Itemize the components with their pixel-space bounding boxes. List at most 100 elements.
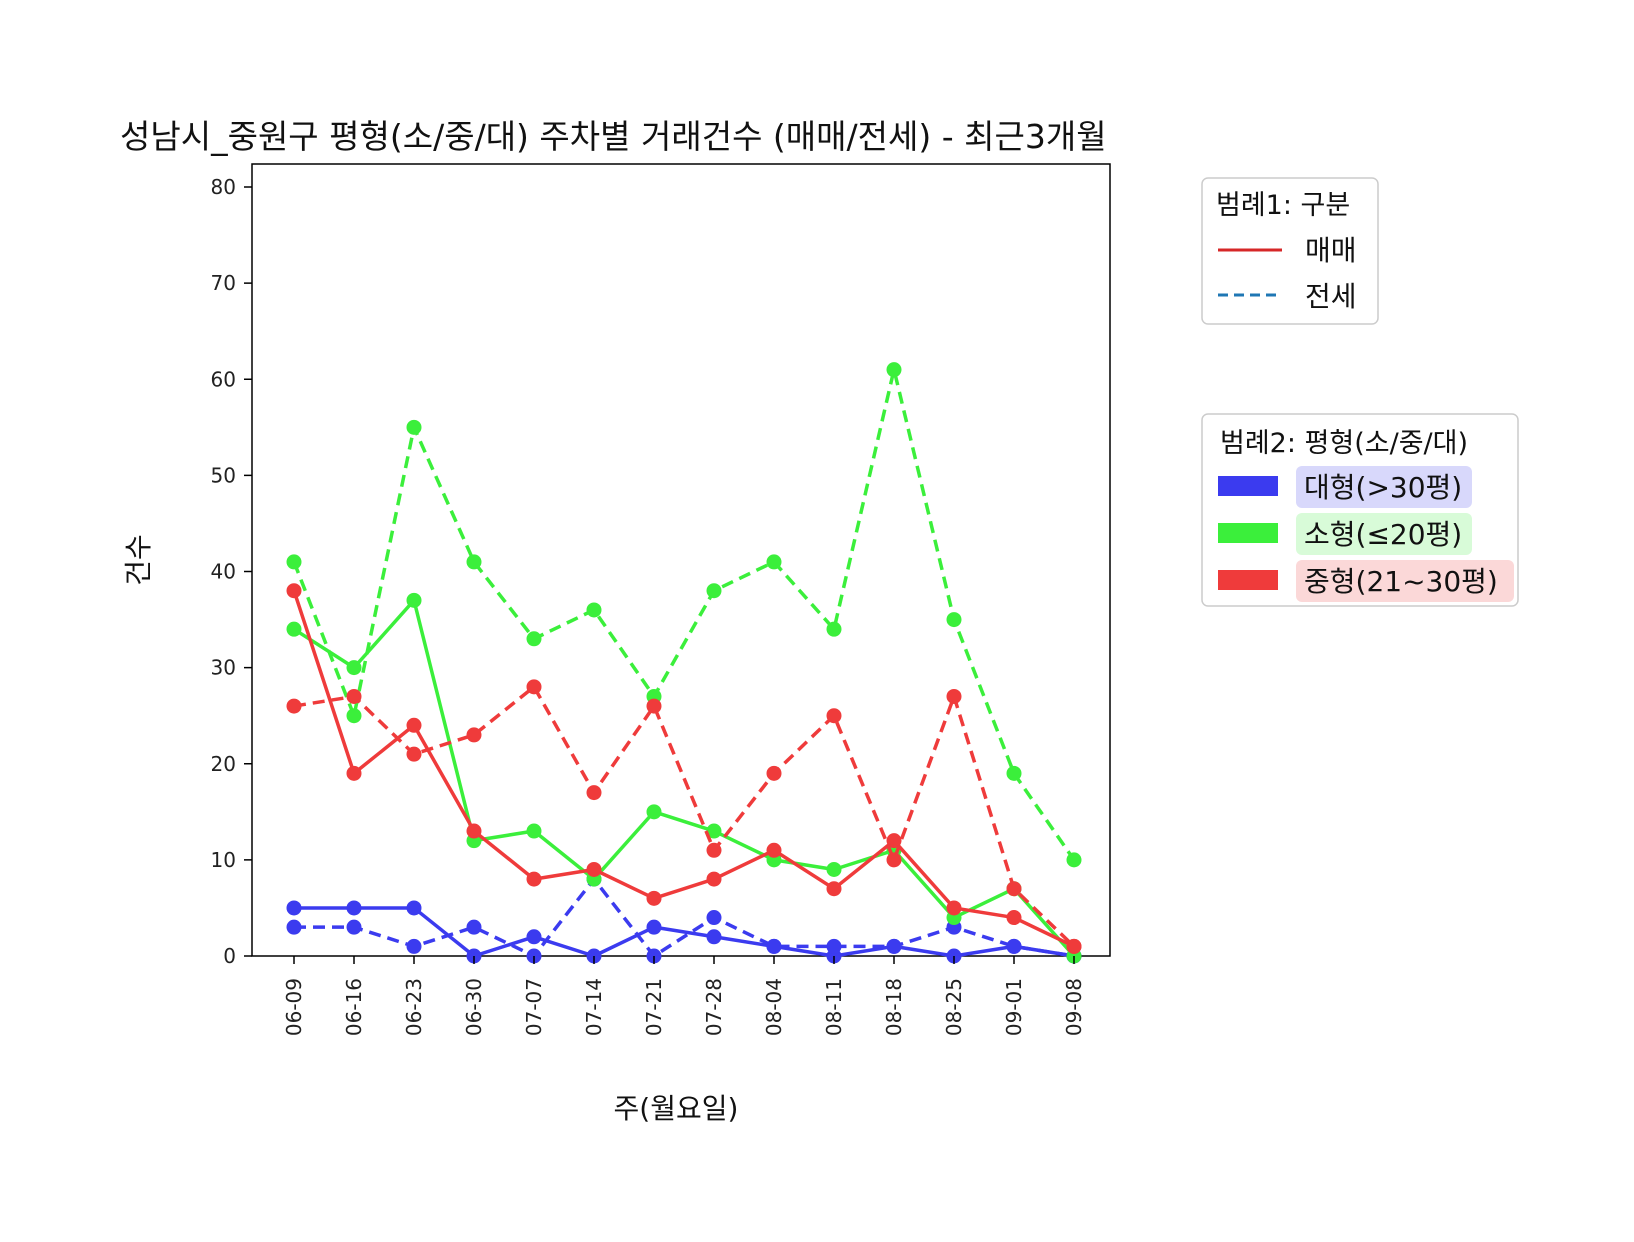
x-tick-label: 06-16 xyxy=(342,978,366,1036)
data-point xyxy=(286,554,302,570)
legend-kind-label-sale: 매매 xyxy=(1305,234,1357,267)
data-point xyxy=(346,900,362,916)
legend-size-swatch-large xyxy=(1218,476,1278,496)
data-point xyxy=(526,679,542,695)
data-point xyxy=(406,717,422,733)
series-line xyxy=(293,685,1076,948)
data-point xyxy=(826,881,842,897)
data-point xyxy=(826,708,842,724)
plot-area xyxy=(251,163,1111,964)
data-point xyxy=(646,890,662,906)
legend-size-swatch-small xyxy=(1218,523,1278,543)
data-point xyxy=(946,688,962,704)
series-line xyxy=(293,598,1076,958)
data-point xyxy=(826,621,842,637)
data-point xyxy=(1006,910,1022,926)
y-axis: 0 10 20 30 40 50 60 70 80 xyxy=(211,175,252,968)
series-5 xyxy=(286,679,1082,954)
data-point xyxy=(346,660,362,676)
data-point xyxy=(526,823,542,839)
data-point xyxy=(586,861,602,877)
series-line xyxy=(292,590,1075,948)
data-point xyxy=(586,785,602,801)
data-point xyxy=(766,554,782,570)
data-point xyxy=(706,823,722,839)
data-point xyxy=(526,631,542,647)
legend-kind-label-lease: 전세 xyxy=(1305,280,1357,313)
y-tick-label: 0 xyxy=(223,944,236,968)
x-tick-label: 08-25 xyxy=(942,978,966,1036)
data-point xyxy=(766,765,782,781)
legend-size: 범례2: 평형(소/중/대) 대형(>30평) 소형(≤20평) 중형(21~3… xyxy=(1201,413,1519,607)
x-tick-label: 07-14 xyxy=(582,978,606,1036)
data-point xyxy=(646,804,662,820)
data-point xyxy=(346,765,362,781)
x-tick-label: 08-18 xyxy=(882,978,906,1036)
data-point xyxy=(706,583,722,599)
data-point xyxy=(286,919,302,935)
data-point xyxy=(886,852,902,868)
legend-size-label-bg-medium xyxy=(1296,560,1514,602)
data-point xyxy=(406,419,422,435)
data-point xyxy=(826,861,842,877)
x-tick-label: 08-11 xyxy=(822,978,846,1036)
data-point xyxy=(466,554,482,570)
data-point xyxy=(466,823,482,839)
data-point xyxy=(406,592,422,608)
data-point xyxy=(646,919,662,935)
x-axis-title: 주(월요일) xyxy=(614,1092,739,1125)
x-axis: 06-09 06-16 06-23 06-30 07-07 07-14 07-21 07-28… xyxy=(282,956,1086,1036)
data-point xyxy=(346,688,362,704)
y-axis-title: 건수 xyxy=(122,534,155,586)
data-point xyxy=(1006,765,1022,781)
data-point xyxy=(526,871,542,887)
data-point xyxy=(946,612,962,628)
legend-size-label-bg-small xyxy=(1296,513,1472,555)
data-point xyxy=(706,910,722,926)
data-point xyxy=(346,919,362,935)
data-point xyxy=(466,919,482,935)
data-point xyxy=(346,708,362,724)
data-point xyxy=(526,929,542,945)
data-point xyxy=(706,842,722,858)
legend-size-swatch-medium xyxy=(1218,570,1278,590)
data-point xyxy=(1006,938,1022,954)
legend-size-label-medium: 중형(21~30평) xyxy=(1304,565,1498,598)
data-point xyxy=(406,900,422,916)
data-point xyxy=(886,833,902,849)
data-point xyxy=(1066,938,1082,954)
legend-kind-title: 범례1: 구분 xyxy=(1216,190,1350,221)
x-tick-label: 06-23 xyxy=(402,978,426,1036)
x-tick-label: 08-04 xyxy=(762,978,786,1036)
data-point xyxy=(466,727,482,743)
data-point xyxy=(646,698,662,714)
series-line xyxy=(294,906,1075,958)
data-point xyxy=(706,871,722,887)
data-point xyxy=(586,602,602,618)
y-tick-label: 80 xyxy=(211,175,236,199)
y-tick-label: 30 xyxy=(211,656,236,680)
y-tick-label: 70 xyxy=(211,271,236,295)
data-point xyxy=(706,929,722,945)
y-tick-label: 20 xyxy=(211,752,236,776)
data-point xyxy=(886,938,902,954)
data-point xyxy=(286,583,302,599)
legend-size-label-small: 소형(≤20평) xyxy=(1304,518,1462,551)
x-tick-label: 06-09 xyxy=(282,978,306,1036)
chart-title: 성남시_중원구 평형(소/중/대) 주차별 거래건수 (매매/전세) - 최근3… xyxy=(120,117,1107,156)
series-3 xyxy=(286,362,1082,868)
data-point xyxy=(766,938,782,954)
data-point xyxy=(286,621,302,637)
x-tick-label: 06-30 xyxy=(462,978,486,1036)
data-point xyxy=(826,938,842,954)
legend-size-label-bg-large xyxy=(1296,466,1472,508)
data-point xyxy=(286,698,302,714)
legend-size-title: 범례2: 평형(소/중/대) xyxy=(1220,428,1468,459)
y-tick-label: 40 xyxy=(211,560,236,584)
data-point xyxy=(766,842,782,858)
x-tick-label: 09-08 xyxy=(1062,978,1086,1036)
data-point xyxy=(1006,881,1022,897)
legend-kind-frame xyxy=(1201,177,1379,325)
data-point xyxy=(406,746,422,762)
